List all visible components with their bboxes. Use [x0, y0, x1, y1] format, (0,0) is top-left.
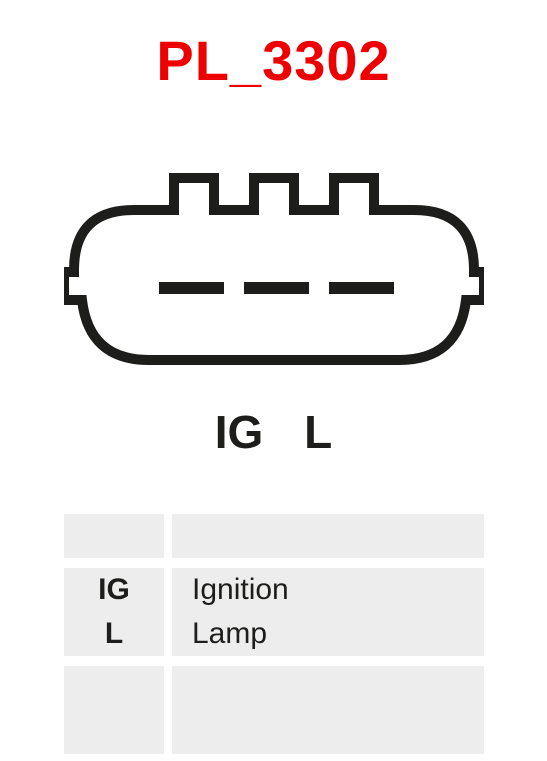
connector-diagram	[0, 150, 547, 385]
legend-table: IG Ignition L Lamp	[64, 514, 484, 754]
pin-label-ig: IG	[215, 406, 264, 458]
legend-desc: Lamp	[172, 612, 484, 656]
legend-code: L	[64, 612, 164, 656]
plug-svg	[64, 150, 484, 380]
legend-desc	[172, 514, 484, 558]
legend-desc	[172, 666, 484, 710]
table-row	[64, 666, 484, 710]
pin-labels: IG L	[0, 405, 547, 459]
legend-code	[64, 514, 164, 558]
table-row: IG Ignition	[64, 568, 484, 612]
legend-desc	[172, 710, 484, 754]
legend-code	[64, 710, 164, 754]
table-row: L Lamp	[64, 612, 484, 656]
table-row	[64, 710, 484, 754]
legend-code: IG	[64, 568, 164, 612]
pin-label-l: L	[304, 406, 332, 458]
table-row	[64, 514, 484, 558]
part-number-title: PL_3302	[0, 28, 547, 93]
legend-code	[64, 666, 164, 710]
legend-desc: Ignition	[172, 568, 484, 612]
